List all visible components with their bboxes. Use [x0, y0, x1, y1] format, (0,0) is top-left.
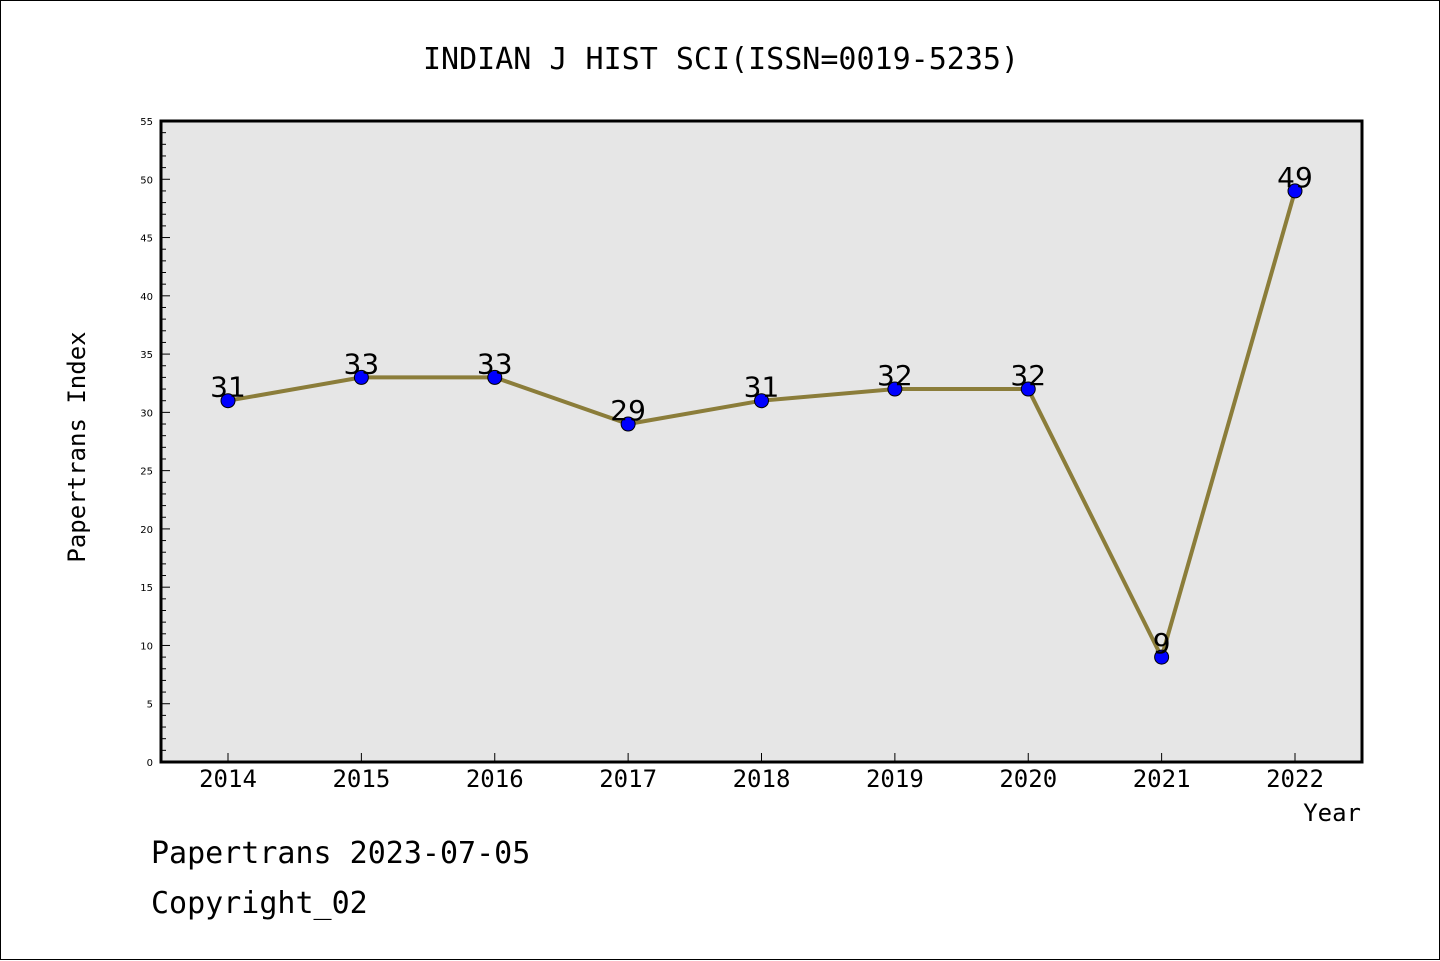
data-label: 9	[1153, 627, 1171, 660]
x-axis-label: Year	[1303, 799, 1361, 827]
data-label: 33	[477, 347, 513, 380]
data-point	[487, 369, 503, 385]
x-tick-label: 2017	[599, 765, 657, 793]
y-axis: 0 5 10 15 20 25 30 35 40 45 50 55	[140, 117, 170, 769]
data-point	[353, 369, 369, 385]
y-tick-label: 55	[140, 117, 153, 128]
data-label: 29	[610, 394, 646, 427]
y-tick-label: 30	[140, 408, 153, 419]
y-tick-label: 5	[147, 700, 153, 711]
data-point	[754, 393, 769, 409]
data-point	[887, 381, 903, 397]
y-tick-label: 35	[140, 350, 153, 361]
data-label: 49	[1277, 161, 1313, 194]
y-axis-label: Papertrans Index	[63, 331, 91, 562]
data-point	[1154, 649, 1170, 665]
y-tick-label: 25	[140, 467, 153, 478]
x-tick-label: 2018	[733, 765, 791, 793]
data-point	[620, 416, 636, 432]
x-tick-label: 2015	[332, 765, 390, 793]
data-label: 33	[344, 347, 380, 380]
data-point	[1020, 381, 1036, 397]
y-tick-label: 45	[140, 234, 153, 245]
x-tick-label: 2020	[999, 765, 1057, 793]
copyright-text: Copyright_02	[151, 886, 368, 921]
data-label: 32	[1010, 359, 1046, 392]
x-tick-label: 2019	[866, 765, 924, 793]
y-tick-label: 10	[140, 641, 153, 652]
data-labels: 31 33 33 29 31 32 32 9 49	[210, 161, 1313, 660]
data-label: 31	[744, 371, 780, 404]
date-stamp: Papertrans 2023-07-05	[151, 836, 531, 871]
data-label: 32	[877, 359, 913, 392]
plot-area	[161, 121, 1362, 762]
x-tick-label: 2022	[1266, 765, 1324, 793]
x-tick-label: 2014	[199, 765, 257, 793]
y-tick-label: 0	[147, 758, 153, 769]
data-label: 31	[210, 371, 246, 404]
y-tick-label: 15	[140, 583, 153, 594]
data-point	[220, 393, 236, 409]
series-line	[220, 183, 1303, 665]
y-tick-label: 50	[140, 175, 153, 186]
x-tick-label: 2021	[1133, 765, 1191, 793]
y-tick-label: 40	[140, 292, 153, 303]
x-axis: 2014 2015 2016 2017 2018 2019 2020 2021 2022	[199, 753, 1324, 793]
y-tick-label: 20	[140, 525, 153, 536]
plot-border	[159, 119, 1364, 764]
x-tick-label: 2016	[466, 765, 524, 793]
data-point	[1287, 183, 1303, 199]
chart-title: INDIAN J HIST SCI(ISSN=0019-5235)	[423, 42, 1019, 77]
